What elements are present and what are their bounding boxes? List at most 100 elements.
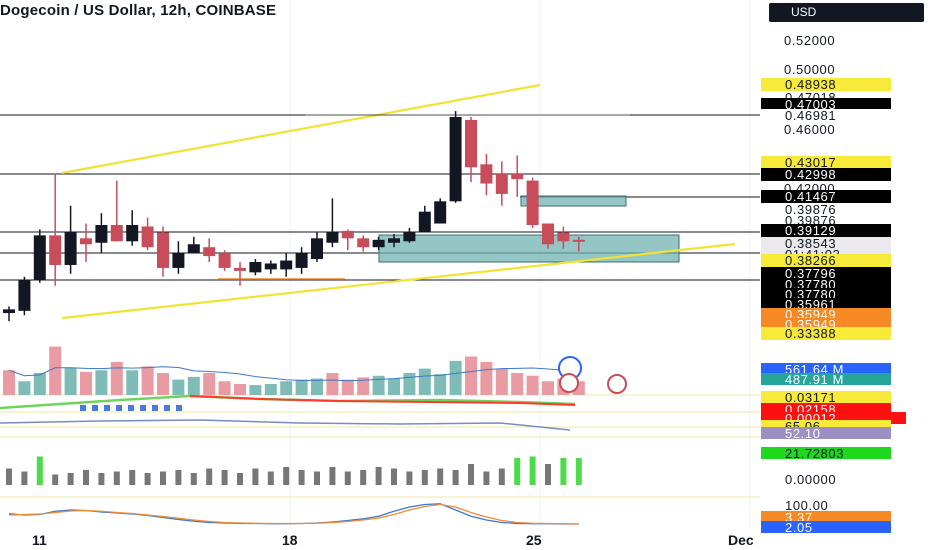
histogram-bar xyxy=(190,473,197,485)
histogram-bar xyxy=(406,471,413,485)
histogram-bar xyxy=(314,471,320,485)
candle-body xyxy=(388,238,400,243)
histogram-bar xyxy=(421,470,428,485)
candle-body xyxy=(449,116,462,202)
volume-bar xyxy=(511,373,524,395)
volume-bar xyxy=(249,385,262,395)
indicator-tag: 2.05 xyxy=(761,521,891,533)
volume-bar xyxy=(172,379,185,395)
lower-trendline xyxy=(61,242,736,320)
x-tick-label: 11 xyxy=(32,532,47,548)
histogram-bar xyxy=(237,473,243,485)
flag-marker-icon xyxy=(559,373,579,393)
price-tag: 0.35961 xyxy=(761,298,891,311)
histogram-bar xyxy=(437,468,444,485)
price-tag: 0.42998 xyxy=(761,168,891,181)
candle-body xyxy=(49,235,62,265)
histogram-bar xyxy=(575,458,582,485)
candle-body xyxy=(295,253,308,268)
histogram-bar xyxy=(83,470,89,485)
histogram-bar xyxy=(283,467,290,485)
x-tick-label: 18 xyxy=(282,532,298,548)
demand-zone xyxy=(378,234,680,263)
histogram-bar xyxy=(298,470,305,485)
flag-marker-icon xyxy=(607,374,627,394)
volume-bar xyxy=(326,373,339,395)
macd-histogram-bar xyxy=(140,405,146,411)
volume-bar xyxy=(126,370,139,395)
volume-bar xyxy=(3,370,15,395)
macd-histogram-bar xyxy=(164,405,170,411)
y-tick-label: 0.52000 xyxy=(784,33,836,48)
histogram-bar xyxy=(267,471,274,485)
macd-histogram-bar xyxy=(176,405,182,411)
candle-body xyxy=(3,309,15,314)
macd-histogram-bar xyxy=(92,405,98,411)
volume-bar xyxy=(157,373,169,395)
volume-bar xyxy=(372,375,385,395)
candle-body xyxy=(542,223,554,245)
currency-selector[interactable]: USD xyxy=(769,3,924,22)
candle-body xyxy=(126,225,139,242)
volume-bar xyxy=(480,362,493,395)
y-tick-label: 0.50000 xyxy=(784,62,836,77)
histogram-bar xyxy=(483,471,490,485)
indicator-tag: 100.00 xyxy=(785,499,829,511)
volume-bar xyxy=(418,368,431,395)
candle-body xyxy=(249,262,262,273)
candle-body xyxy=(311,238,323,260)
macd-histogram-bar xyxy=(128,405,134,411)
volume-bar xyxy=(403,373,416,395)
x-tick-label: 25 xyxy=(526,532,542,548)
histogram-bar xyxy=(113,471,120,485)
histogram-bar xyxy=(52,474,59,485)
candle-body xyxy=(572,239,585,242)
histogram-bar xyxy=(498,468,505,485)
volume-bar xyxy=(357,377,370,395)
candle-body xyxy=(557,232,570,242)
histogram-bar xyxy=(36,456,43,485)
volume-bar xyxy=(311,378,323,395)
candle-body xyxy=(280,260,293,270)
volume-bar xyxy=(203,373,216,395)
candle-body xyxy=(80,238,92,245)
price-tag: 0.39129 xyxy=(761,224,891,237)
candle-body xyxy=(403,232,416,242)
volume-bar xyxy=(33,373,46,395)
candle-body xyxy=(372,239,385,248)
price-tag: 0.39876 xyxy=(761,203,891,216)
candle-body xyxy=(357,238,370,248)
candle-body xyxy=(64,232,77,265)
upper-trendline xyxy=(61,83,541,175)
histogram-bar xyxy=(375,467,382,485)
histogram-bar xyxy=(21,471,28,485)
volume-bar xyxy=(264,384,277,395)
candle-body xyxy=(203,247,216,257)
indicator-tag: 3.37 xyxy=(761,511,891,523)
histogram-bar xyxy=(98,473,105,485)
price-tag: 0.48938 xyxy=(761,78,891,91)
candle-body xyxy=(434,201,447,224)
candle-body xyxy=(495,173,508,194)
price-tag: 0.41467 xyxy=(761,190,891,203)
candle-body xyxy=(480,164,493,184)
indicator-tag: 0.03171 xyxy=(761,391,891,403)
price-tag: 0.35949 xyxy=(761,308,891,321)
candle-body xyxy=(511,173,524,180)
price-tag: 0.43017 xyxy=(761,156,891,169)
volume-bar xyxy=(64,367,77,395)
volume-bar xyxy=(388,378,400,395)
volume-bar xyxy=(465,356,477,395)
volume-bar xyxy=(295,379,308,395)
indicator-tag: 561.64 M xyxy=(761,363,891,375)
histogram-bar xyxy=(468,464,474,485)
volume-bar xyxy=(18,381,31,395)
volume-bar xyxy=(434,374,447,395)
histogram-bar xyxy=(360,470,367,485)
price-tag: 0.46981 xyxy=(761,109,891,122)
histogram-bar xyxy=(344,471,351,485)
candle-body xyxy=(418,211,431,233)
histogram-bar xyxy=(329,467,336,485)
volume-bar xyxy=(341,379,354,395)
